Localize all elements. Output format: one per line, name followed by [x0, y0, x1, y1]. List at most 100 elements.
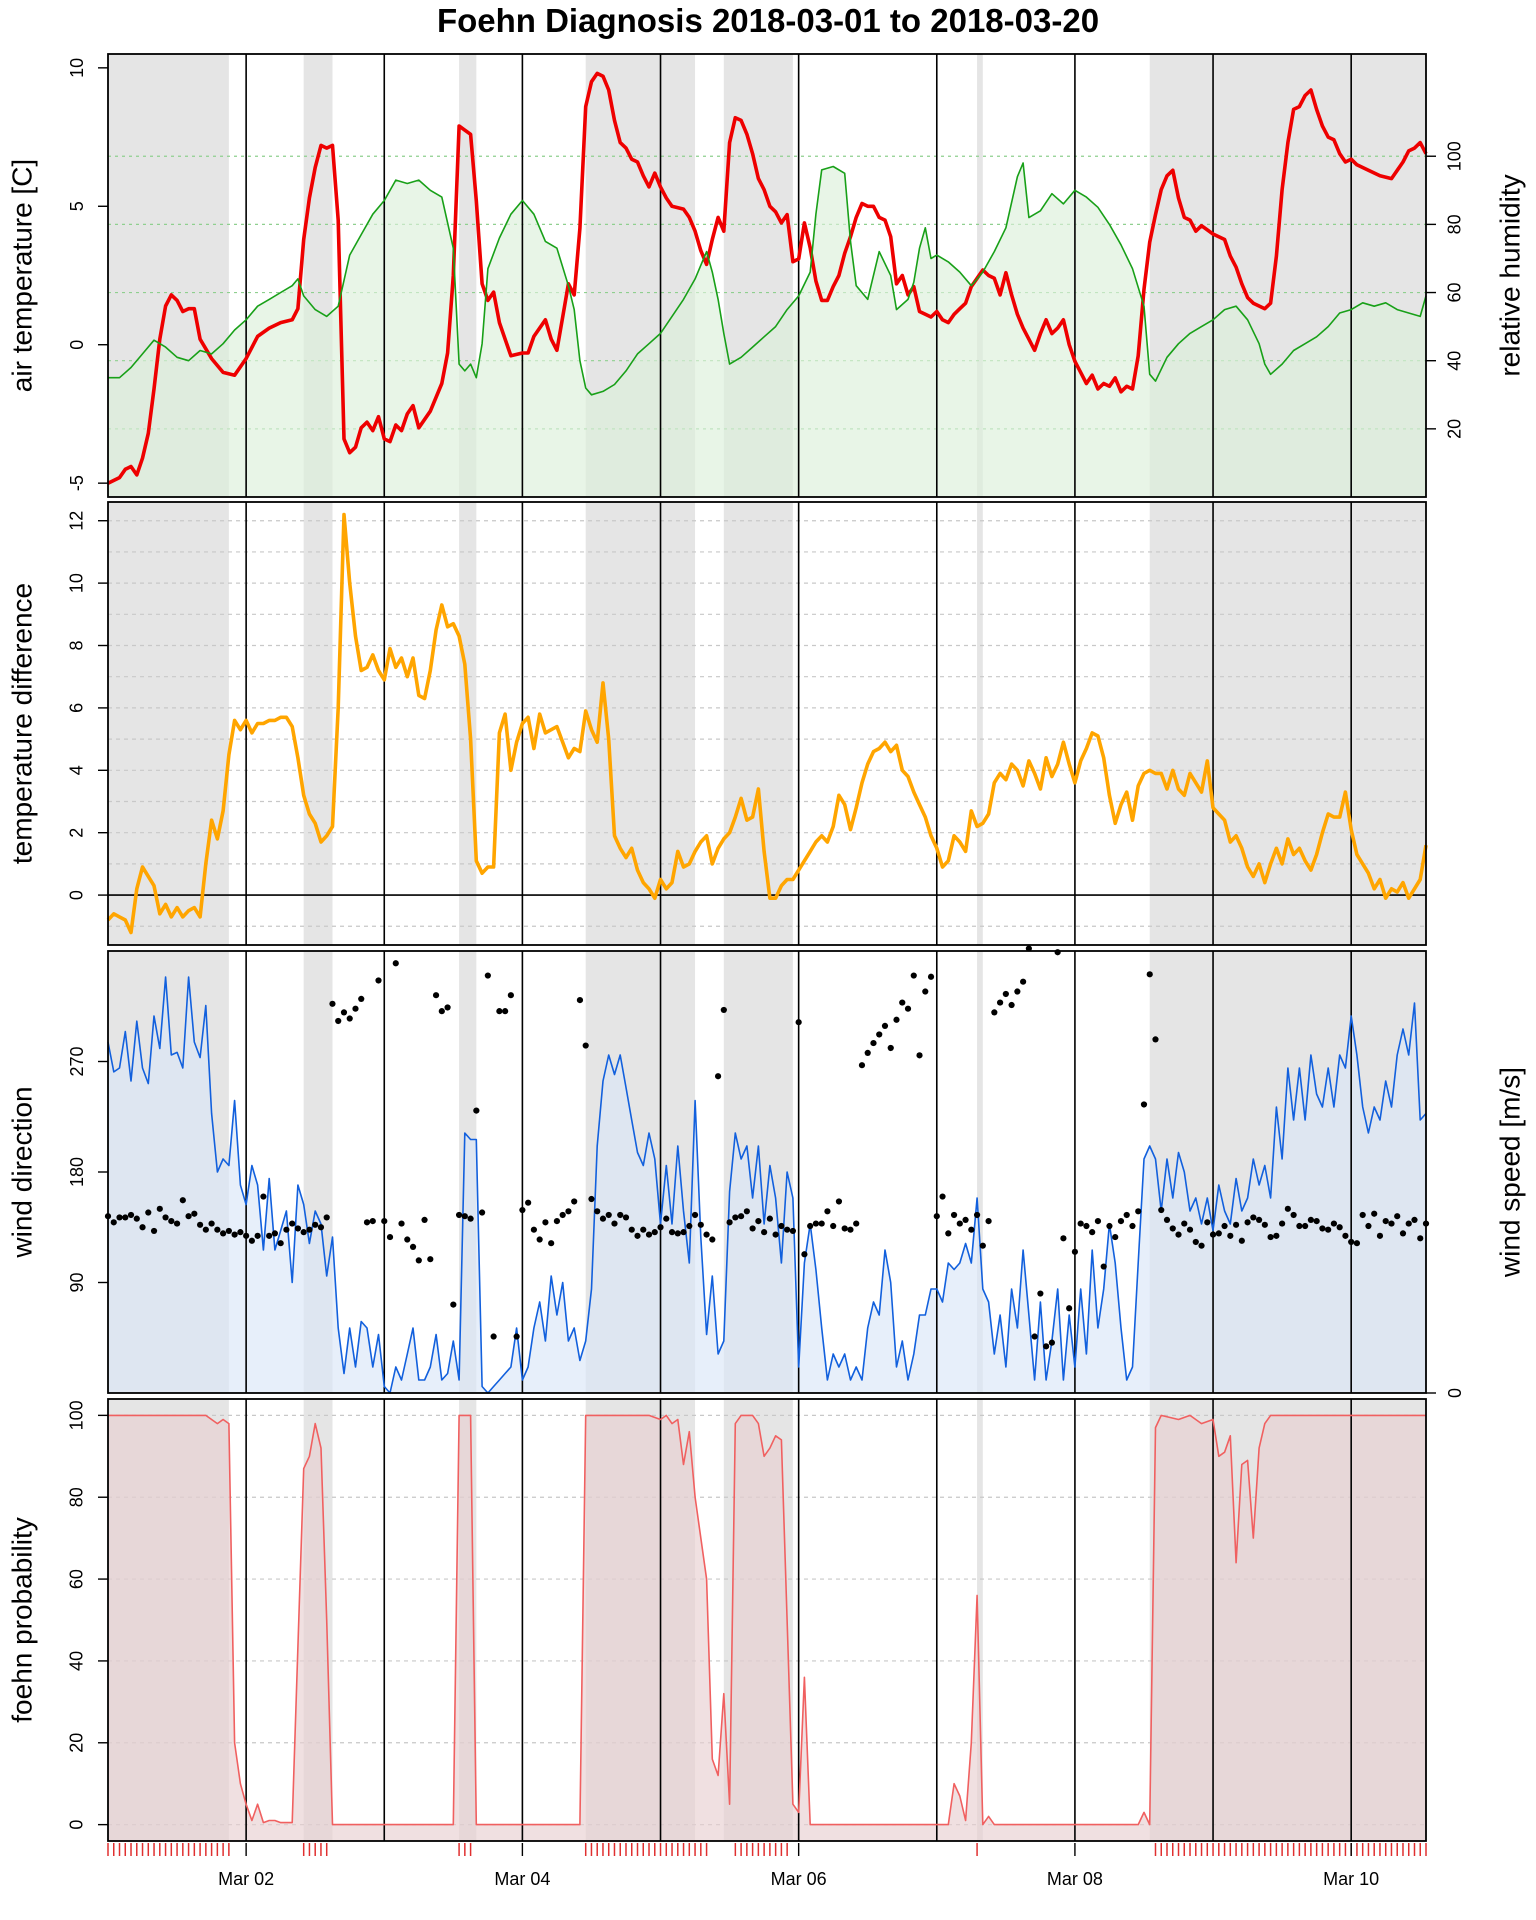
wind-direction-point	[231, 1231, 238, 1238]
x-tick-label: Mar 08	[1047, 1869, 1103, 1889]
wind-direction-point	[582, 1042, 589, 1049]
wind-direction-point	[1123, 1211, 1130, 1219]
wind-direction-point	[335, 1017, 342, 1025]
wind-direction-point	[1020, 978, 1027, 985]
wind-direction-point	[973, 1211, 981, 1219]
wind-direction-point	[542, 1219, 549, 1226]
wind-direction-point	[289, 1220, 296, 1227]
wind-direction-point	[369, 1218, 376, 1225]
wind-direction-point	[726, 1219, 733, 1226]
wind-direction-point	[306, 1226, 313, 1233]
foehn-probability-area	[108, 1415, 1426, 1841]
y-tick-label: -5	[67, 475, 87, 491]
wind-direction-point	[1215, 1230, 1222, 1237]
wind-direction-point	[795, 1019, 802, 1026]
wind-direction-point	[1325, 1226, 1332, 1233]
x-tick-label: Mar 10	[1323, 1869, 1379, 1889]
wind-direction-point	[1117, 1218, 1125, 1225]
wind-direction-point	[352, 1005, 359, 1012]
wind-direction-point	[513, 1333, 520, 1340]
wind-direction-point	[812, 1220, 820, 1227]
temperature-difference-line	[106, 512, 1428, 935]
wind-direction-point	[1048, 1339, 1055, 1346]
wind-direction-point	[1279, 1220, 1286, 1227]
wind-direction-point	[312, 1221, 319, 1228]
y-axis-label: air temperature [C]	[6, 159, 37, 392]
air-temperature-line	[107, 71, 1428, 485]
wind-direction-point	[243, 1232, 250, 1239]
relative-humidity-line	[108, 162, 1427, 396]
wind-direction-point	[1232, 1221, 1240, 1228]
wind-direction-point	[507, 992, 514, 999]
wind-direction-point	[490, 1333, 497, 1340]
panel-frame	[107, 1398, 1427, 1842]
y-tick-label: 270	[67, 1046, 87, 1076]
wind-direction-point	[697, 1221, 704, 1228]
wind-direction-point	[530, 1226, 538, 1233]
wind-direction-point	[1169, 1225, 1176, 1232]
wind-direction-point	[1399, 1230, 1407, 1237]
wind-direction-point	[766, 1215, 773, 1222]
y-axis-label: foehn probability	[6, 1517, 37, 1722]
wind-direction-point	[870, 1039, 877, 1047]
wind-direction-point	[110, 1219, 117, 1226]
wind-direction-point	[283, 1226, 290, 1233]
wind-direction-point	[1071, 1248, 1079, 1255]
wind-direction-point	[1353, 1240, 1361, 1247]
y-right-axis-label: relative humidity	[1494, 174, 1525, 376]
wind-direction-point	[525, 1199, 532, 1206]
wind-direction-point	[864, 1049, 871, 1057]
wind-direction-point	[599, 1215, 607, 1222]
wind-direction-point	[1382, 1218, 1389, 1225]
wind-direction-point	[605, 1211, 612, 1219]
wind-direction-point	[778, 1222, 785, 1230]
wind-direction-point	[576, 997, 584, 1004]
wind-direction-point	[1037, 1290, 1044, 1297]
wind-direction-point	[1014, 988, 1021, 995]
wind-direction-point	[910, 972, 917, 979]
wind-direction-point	[116, 1214, 123, 1221]
wind-direction-point	[1319, 1225, 1326, 1232]
wind-direction-point	[536, 1236, 543, 1243]
wind-direction-point	[1031, 1333, 1038, 1340]
wind-direction-point	[398, 1220, 405, 1227]
y-tick-label: 40	[67, 1651, 87, 1671]
wind-direction-point	[979, 1242, 986, 1249]
wind-direction-point	[1054, 949, 1061, 956]
wind-direction-point	[916, 1052, 923, 1059]
wind-direction-point	[329, 1000, 336, 1007]
y-tick-label: 180	[67, 1157, 87, 1187]
y-right-tick-label: 60	[1445, 283, 1465, 303]
wind-direction-point	[1261, 1221, 1268, 1228]
wind-direction-point	[1192, 1238, 1199, 1246]
wind-direction-point	[1129, 1222, 1136, 1230]
wind-direction-point	[818, 1220, 825, 1227]
panel-frame	[107, 501, 1427, 946]
wind-direction-point	[674, 1230, 681, 1237]
foehn-period-band	[1149, 502, 1426, 945]
wind-direction-point	[1417, 1235, 1424, 1242]
wind-direction-point	[548, 1240, 555, 1247]
wind-direction-point	[346, 1015, 353, 1022]
y-right-tick-label: 0	[1445, 1388, 1465, 1398]
wind-direction-point	[1163, 1216, 1171, 1223]
wind-direction-point	[738, 1213, 745, 1220]
wind-direction-point	[761, 1229, 768, 1236]
wind-direction-point	[553, 1218, 561, 1225]
wind-direction-point	[640, 1226, 647, 1233]
wind-direction-point	[904, 1005, 912, 1012]
wind-direction-point	[807, 1222, 814, 1230]
wind-direction-point	[139, 1224, 146, 1231]
wind-direction-point	[1273, 1232, 1280, 1239]
wind-direction-point	[755, 1218, 762, 1225]
wind-direction-point	[392, 960, 399, 967]
wind-direction-point	[1342, 1232, 1349, 1239]
wind-direction-point	[150, 1227, 158, 1235]
panel-wind: 90 180 270 wind direction 0 wind speed [m/s]	[6, 945, 1525, 1398]
y-tick-label: 10	[67, 573, 87, 593]
wind-direction-point	[657, 1224, 664, 1231]
wind-direction-point	[939, 1193, 946, 1200]
wind-direction-point	[841, 1225, 848, 1232]
wind-direction-point	[784, 1226, 791, 1233]
